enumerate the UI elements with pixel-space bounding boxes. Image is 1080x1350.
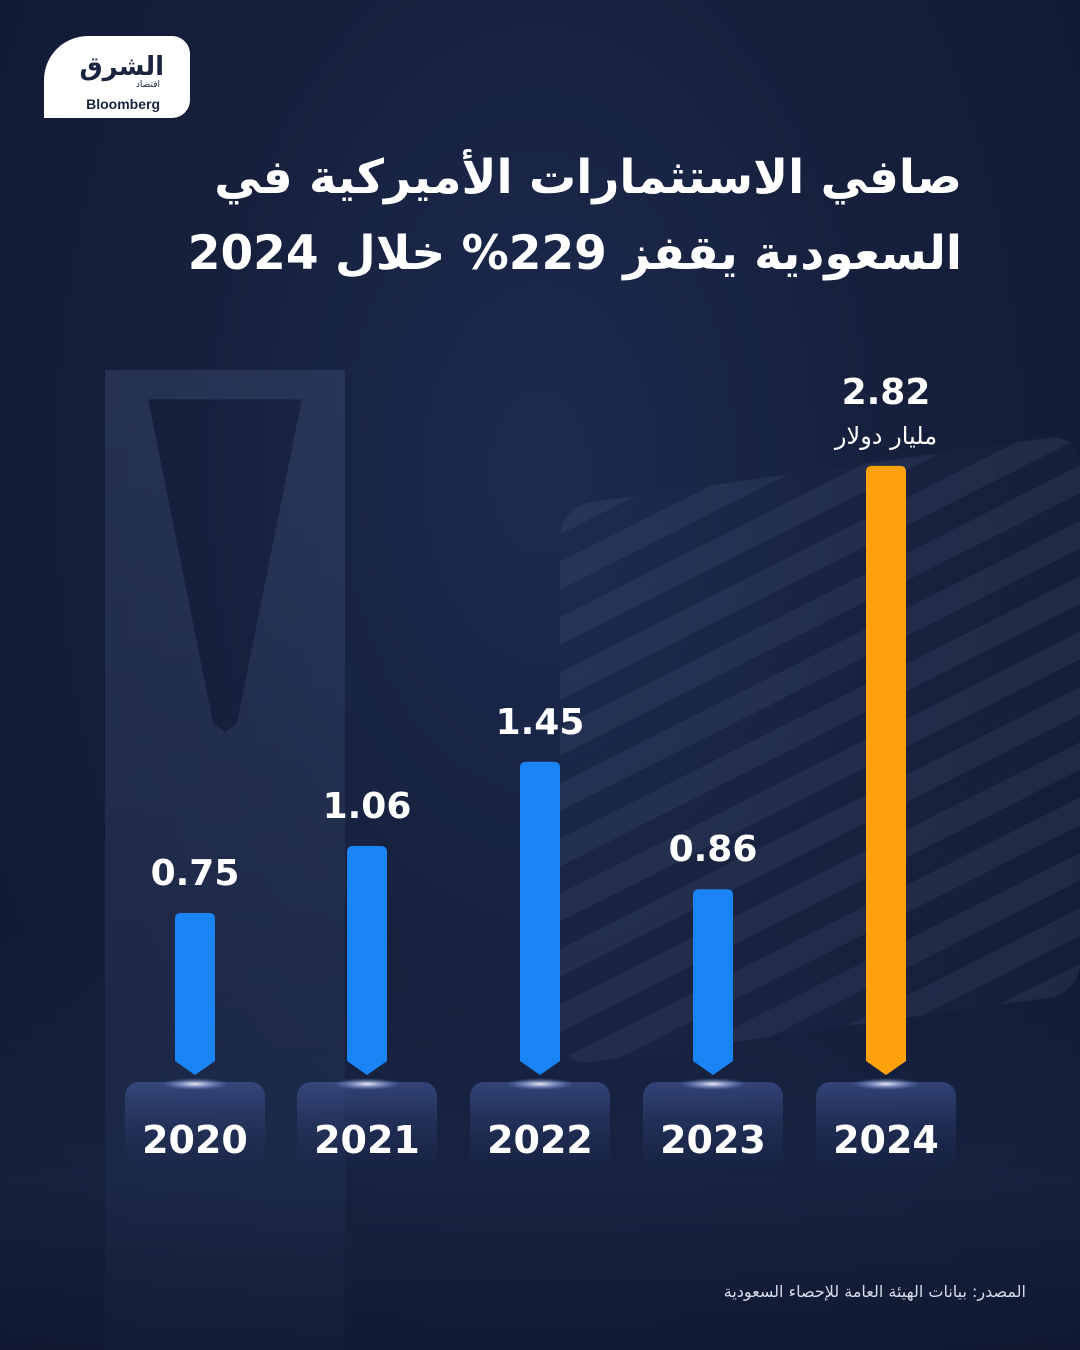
chart-title: صافي الاستثمارات الأميركية في السعودية ي… [102, 140, 962, 292]
bar-2021 [347, 846, 387, 1075]
value-label-2024: 2.82 [842, 372, 931, 413]
bar-2024 [866, 465, 906, 1075]
category-glow-2023 [679, 1078, 747, 1090]
category-label-2020: 2020 [142, 1118, 248, 1162]
value-label-2022: 1.45 [496, 702, 585, 743]
category-glow-2021 [333, 1078, 401, 1090]
category-label-2023: 2023 [660, 1118, 766, 1162]
bar-2020 [175, 913, 215, 1075]
logo-sub-text: اقتصاد [135, 80, 160, 90]
value-label-2021: 1.06 [323, 786, 412, 827]
category-label-2021: 2021 [314, 1118, 420, 1162]
category-label-2024: 2024 [833, 1118, 939, 1162]
chart-title-line-2: السعودية يقفز 229% خلال 2024 [187, 226, 962, 281]
value-label-2023: 0.86 [669, 829, 758, 870]
unit-label: مليار دولار [834, 422, 937, 450]
brand-logo: الشرق اقتصاد Bloomberg [44, 36, 190, 118]
category-glow-2022 [506, 1078, 574, 1090]
logo-main-text: الشرق [79, 52, 164, 82]
category-glow-2020 [161, 1078, 229, 1090]
bar-2023 [693, 889, 733, 1075]
category-pill-2020 [125, 1082, 265, 1168]
value-label-2020: 0.75 [151, 853, 240, 894]
chart-title-line-1: صافي الاستثمارات الأميركية في [214, 150, 962, 205]
category-pill-2022 [470, 1082, 610, 1168]
category-pill-2024 [816, 1082, 956, 1168]
source-note: المصدر: بيانات الهيئة العامة للإحصاء الس… [723, 1282, 1026, 1301]
category-pill-2023 [643, 1082, 783, 1168]
bar-2022 [520, 761, 560, 1075]
category-label-2022: 2022 [487, 1118, 593, 1162]
category-glow-2024 [852, 1078, 920, 1090]
logo-partner-text: Bloomberg [86, 96, 160, 112]
category-pill-2021 [297, 1082, 437, 1168]
